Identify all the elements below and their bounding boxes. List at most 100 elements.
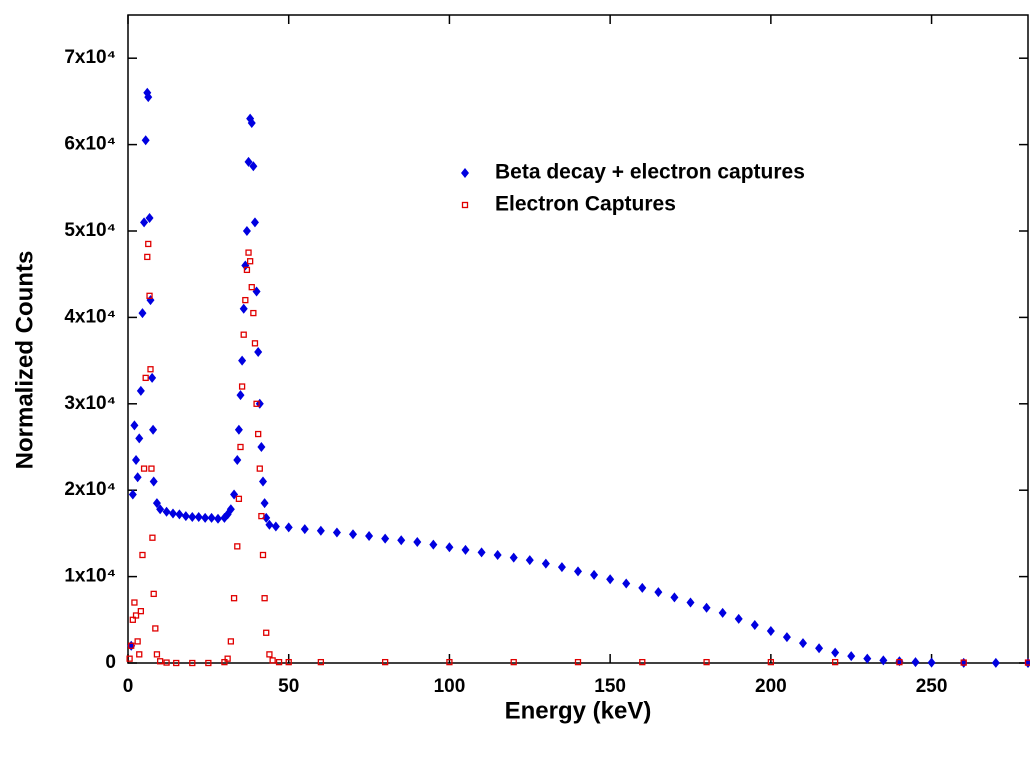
point: [300, 524, 309, 535]
point: [750, 619, 759, 630]
point: [896, 658, 903, 666]
point: [234, 543, 241, 550]
point: [242, 296, 249, 304]
point: [927, 657, 936, 668]
point: [152, 625, 159, 632]
point: [129, 616, 136, 623]
point: [541, 558, 550, 569]
point: [181, 511, 190, 522]
point: [221, 658, 228, 666]
point: [703, 658, 710, 666]
point: [686, 597, 695, 608]
point: [140, 465, 148, 472]
point: [574, 658, 582, 666]
point: [137, 608, 145, 615]
x-tick-label: 200: [755, 676, 787, 697]
point: [253, 400, 260, 407]
point: [265, 519, 274, 530]
point: [133, 472, 142, 483]
point: [413, 537, 422, 548]
point: [150, 590, 157, 598]
point: [461, 544, 470, 555]
point: [831, 658, 839, 666]
point: [134, 638, 141, 645]
point: [815, 643, 824, 654]
point: [148, 372, 157, 383]
point: [237, 443, 244, 451]
point: [135, 433, 144, 444]
point: [156, 504, 165, 515]
point: [145, 213, 154, 224]
point: [238, 383, 246, 390]
point: [445, 542, 454, 553]
point: [146, 295, 155, 306]
point: [259, 476, 267, 487]
point: [240, 331, 247, 338]
point: [863, 653, 872, 664]
point: [140, 217, 149, 228]
point: [130, 420, 139, 431]
point: [799, 638, 807, 649]
point: [145, 240, 152, 248]
point: [509, 552, 518, 563]
point: [590, 569, 599, 580]
point: [271, 521, 280, 532]
point: [381, 533, 390, 544]
point: [622, 578, 631, 589]
point: [243, 266, 251, 274]
point: [235, 495, 243, 502]
point: [639, 658, 646, 666]
point: [446, 658, 453, 666]
point: [188, 511, 197, 522]
point: [173, 659, 180, 667]
point: [260, 498, 269, 509]
point: [266, 651, 273, 658]
point: [251, 340, 259, 347]
point: [149, 424, 158, 435]
x-tick-label: 100: [434, 676, 466, 697]
point: [250, 309, 257, 317]
legend-marker: [461, 168, 469, 178]
x-tick-label: 150: [594, 676, 626, 697]
point: [207, 512, 216, 523]
y-tick-label: 5x10⁴: [64, 220, 116, 241]
point: [831, 647, 840, 658]
point: [477, 547, 486, 558]
point: [263, 629, 270, 636]
x-tick-label: 250: [916, 676, 948, 697]
point: [132, 612, 140, 619]
point: [284, 522, 293, 533]
point: [169, 508, 177, 519]
point: [226, 504, 235, 515]
point: [194, 511, 203, 522]
point: [275, 658, 283, 666]
point: [317, 658, 325, 666]
y-tick-label: 3x10⁴: [64, 393, 116, 414]
point: [255, 398, 264, 409]
point: [239, 303, 248, 314]
point: [332, 527, 341, 538]
point: [991, 657, 1000, 668]
point: [879, 655, 888, 666]
y-tick-label: 0: [105, 652, 116, 673]
point: [132, 454, 141, 465]
point: [606, 574, 615, 585]
point: [230, 595, 238, 602]
x-tick-label: 50: [278, 676, 299, 697]
point: [205, 659, 212, 667]
point: [136, 385, 145, 396]
point: [128, 642, 135, 649]
point: [782, 632, 791, 643]
point: [152, 498, 161, 509]
legend-label: Beta decay + electron captures: [495, 161, 805, 184]
point: [144, 92, 153, 103]
point: [236, 390, 245, 401]
point: [574, 566, 582, 577]
point: [131, 599, 138, 606]
point: [847, 651, 856, 662]
point: [147, 366, 154, 373]
point: [138, 308, 147, 319]
y-tick-label: 4x10⁴: [64, 306, 116, 327]
point: [654, 587, 663, 598]
point: [285, 658, 292, 666]
